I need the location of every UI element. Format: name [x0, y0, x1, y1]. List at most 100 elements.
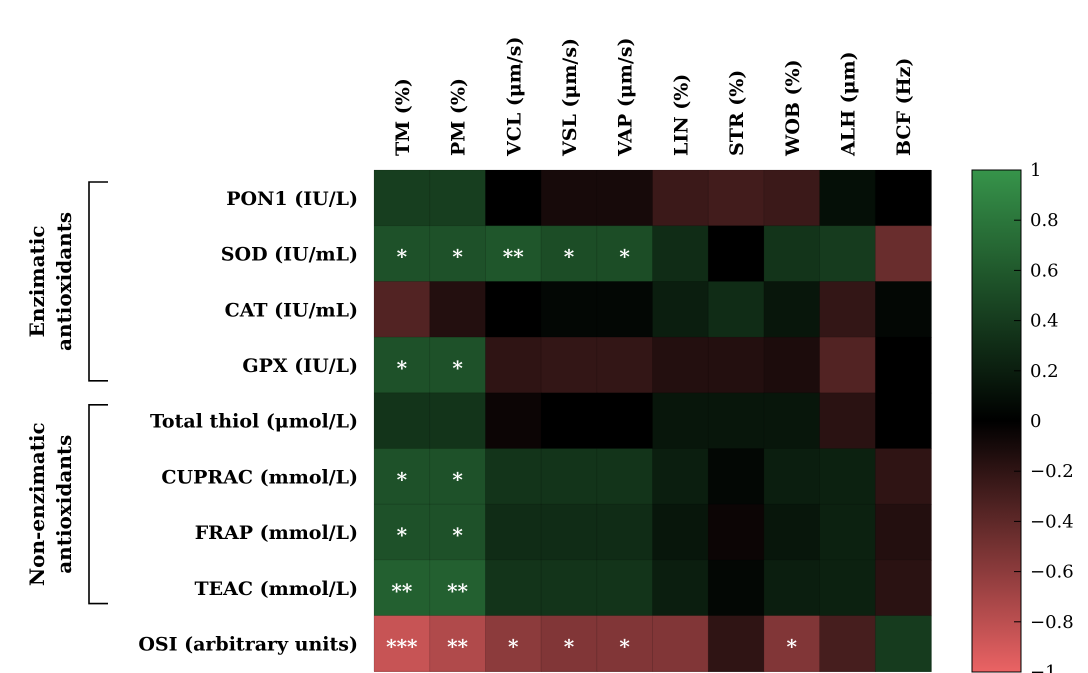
- heatmap-cell: [485, 337, 542, 394]
- heatmap-cell: [596, 337, 654, 394]
- heatmap-cell: [819, 281, 876, 338]
- heatmap-cell: [374, 337, 431, 394]
- heatmap-cell: [652, 281, 709, 338]
- row-label: CUPRAC (mmol/L): [161, 466, 358, 488]
- colorbar-tick-label: −1: [1030, 662, 1057, 673]
- heatmap-cell: [374, 559, 431, 617]
- heatmap-cell: [652, 225, 709, 282]
- heatmap-cell: [875, 504, 932, 561]
- significance-mark: ***: [386, 634, 418, 658]
- row-label: CAT (IU/mL): [225, 299, 358, 321]
- heatmap-cell: [708, 225, 765, 282]
- heatmap-cell: [596, 615, 654, 672]
- column-label: VAP (μm/s): [615, 37, 637, 157]
- group-bracket: [88, 181, 108, 382]
- heatmap-cell: [485, 225, 542, 282]
- heatmap-cell: [763, 225, 821, 282]
- heatmap-cell: [763, 392, 821, 450]
- significance-mark: **: [447, 634, 468, 658]
- heatmap-cell: [596, 504, 654, 561]
- heatmap-cell: [429, 392, 486, 450]
- heatmap-cell: [875, 392, 932, 450]
- colorbar-tick-label: −0.8: [1030, 612, 1074, 633]
- heatmap-cell: [875, 225, 932, 282]
- significance-mark: *: [397, 356, 408, 380]
- heatmap-cell: [596, 392, 654, 450]
- group-label: antioxidants: [52, 435, 76, 574]
- heatmap-cell: [596, 281, 654, 338]
- colorbar-tick-label: 0.8: [1030, 210, 1059, 231]
- group-bracket: [88, 404, 108, 605]
- significance-mark: *: [452, 523, 463, 547]
- heatmap-cell: [596, 448, 654, 505]
- colorbar-tick-label: −0.6: [1030, 562, 1074, 583]
- heatmap-cell: [429, 448, 486, 505]
- row-label: Total thiol (μmol/L): [150, 411, 358, 433]
- row-label: SOD (IU/mL): [221, 244, 358, 266]
- heatmap-cell: [763, 615, 821, 672]
- heatmap-cell: [763, 504, 821, 561]
- significance-mark: *: [452, 467, 463, 491]
- heatmap-cell: [763, 448, 821, 505]
- heatmap-cell: [429, 504, 486, 561]
- column-label: VSL (μm/s): [559, 38, 581, 157]
- row-label: PON1 (IU/L): [226, 188, 358, 210]
- group-label: Non-enzimatic: [25, 422, 49, 586]
- heatmap-cell: [875, 448, 932, 505]
- heatmap-cell: [708, 392, 765, 450]
- significance-mark: *: [397, 523, 408, 547]
- heatmap-cell: [652, 504, 709, 561]
- heatmap-cell: [875, 337, 932, 394]
- heatmap-cell: [374, 504, 431, 561]
- heatmap-cell: [429, 615, 486, 672]
- colorbar-tick-label: 1: [1030, 160, 1041, 181]
- column-label: PM (%): [448, 78, 470, 156]
- heatmap-cell: [819, 225, 876, 282]
- significance-mark: *: [397, 467, 408, 491]
- heatmap-cell: [541, 170, 598, 227]
- heatmap-cell: [485, 615, 542, 672]
- column-label: BCF (Hz): [893, 58, 915, 156]
- heatmap-cell: [374, 225, 431, 282]
- heatmap-cell: [875, 559, 932, 617]
- heatmap-cell: [652, 392, 709, 450]
- column-label: LIN (%): [670, 74, 692, 156]
- colorbar-tick-label: 0.6: [1030, 260, 1059, 281]
- significance-mark: *: [619, 634, 630, 658]
- heatmap-cell: [875, 615, 932, 672]
- heatmap-cell: [429, 170, 486, 227]
- significance-mark: *: [787, 634, 798, 658]
- heatmap-cell: [819, 337, 876, 394]
- heatmap-cell: [429, 559, 486, 617]
- heatmap-cell: [429, 337, 486, 394]
- heatmap-cell: [819, 615, 876, 672]
- colorbar-tick-label: 0.4: [1030, 311, 1059, 332]
- column-label: ALH (μm): [837, 51, 859, 157]
- column-label: WOB (%): [782, 59, 804, 157]
- heatmap-cell: [485, 281, 542, 338]
- heatmap-cell: [708, 281, 765, 338]
- significance-mark: *: [564, 245, 575, 269]
- heatmap-cell: [652, 615, 709, 672]
- heatmap-cell: [374, 170, 431, 227]
- significance-mark: *: [508, 634, 519, 658]
- column-label: VCL (μm/s): [503, 37, 525, 157]
- heatmap-cell: [485, 448, 542, 505]
- heatmap-cell: [708, 337, 765, 394]
- significance-mark: *: [564, 634, 575, 658]
- row-label: TEAC (mmol/L): [195, 578, 358, 600]
- heatmap-cell: [708, 615, 765, 672]
- heatmap-cell: [708, 559, 765, 617]
- colorbar-tick-label: −0.2: [1030, 461, 1074, 482]
- heatmap-cell: [652, 448, 709, 505]
- heatmap-cell: [763, 337, 821, 394]
- colorbar: [971, 169, 1022, 673]
- heatmap-cell: [763, 281, 821, 338]
- heatmap-cell: [875, 170, 932, 227]
- heatmap-cell: [374, 615, 431, 672]
- heatmap-cell: [541, 504, 598, 561]
- column-label: STR (%): [726, 70, 748, 156]
- heatmap-cell: [541, 225, 598, 282]
- significance-mark: *: [452, 245, 463, 269]
